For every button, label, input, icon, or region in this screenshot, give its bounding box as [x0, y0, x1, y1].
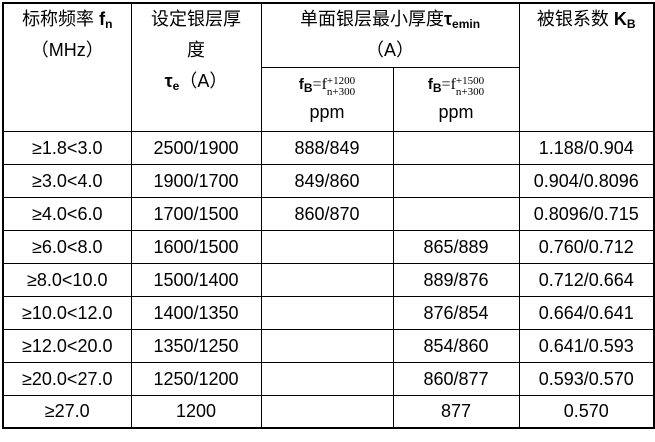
cell-min-1500 — [392, 130, 520, 165]
header-thickness-line2: 度 — [187, 40, 205, 60]
header-set-silver-thickness: 设定银层厚 度 τe（A） — [130, 2, 262, 132]
table-row: ≥6.0<8.0 1600/1500 865/889 0.760/0.712 — [2, 229, 655, 264]
cell-coefficient: 0.641/0.593 — [518, 328, 655, 363]
formula-mid: =f — [312, 75, 327, 93]
header-silver-coefficient: 被银系数 KB — [518, 2, 655, 132]
cell-min-1200 — [260, 361, 394, 396]
cell-min-1500: 877 — [392, 394, 520, 429]
cell-coefficient: 1.188/0.904 — [518, 130, 655, 165]
cell-coefficient: 0.712/0.664 — [518, 262, 655, 297]
header-min-thickness-unit: （A） — [365, 40, 414, 60]
table-row: ≥12.0<20.0 1350/1250 854/860 0.641/0.593 — [2, 328, 655, 363]
cell-min-1200 — [260, 262, 394, 297]
cell-min-1200 — [260, 295, 394, 330]
cell-thickness: 1200 — [130, 394, 262, 429]
cell-thickness: 1600/1500 — [130, 229, 262, 264]
cell-frequency: ≥6.0<8.0 — [2, 229, 132, 264]
cell-frequency: ≥3.0<4.0 — [2, 163, 132, 198]
formula-mid: =f — [441, 75, 456, 93]
cell-frequency: ≥1.8<3.0 — [2, 130, 132, 165]
cell-thickness: 2500/1900 — [130, 130, 262, 165]
cell-thickness: 1500/1400 — [130, 262, 262, 297]
header-thickness-line1: 设定银层厚 — [151, 9, 241, 29]
cell-min-1500: 865/889 — [392, 229, 520, 264]
header-thickness-symbol-line: τe（A） — [132, 66, 260, 97]
cell-min-1500 — [392, 196, 520, 231]
header-min-silver-thickness: 单面银层最小厚度τemin （A） — [260, 2, 520, 68]
cell-frequency: ≥27.0 — [2, 394, 132, 429]
cell-min-1200: 849/860 — [260, 163, 394, 198]
table-row: ≥8.0<10.0 1500/1400 889/876 0.712/0.664 — [2, 262, 655, 297]
header-row-2: fB=f +1200 n+300 ppm fB=f +1500 n+300 ppm — [3, 66, 654, 132]
header-thickness-unit: （A） — [179, 71, 228, 91]
header-formula-1500ppm: fB=f +1500 n+300 ppm — [392, 66, 520, 132]
cell-coefficient: 0.664/0.641 — [518, 295, 655, 330]
formula-1500-unit: ppm — [438, 101, 474, 122]
cell-coefficient: 0.8096/0.715 — [518, 196, 655, 231]
header-nominal-frequency-title: 标称频率 fn — [4, 4, 130, 35]
header-nominal-frequency-unit: （MHz） — [30, 40, 104, 60]
cell-min-1500 — [392, 163, 520, 198]
cell-coefficient: 0.760/0.712 — [518, 229, 655, 264]
cell-min-1500: 889/876 — [392, 262, 520, 297]
header-formula-1200ppm: fB=f +1200 n+300 ppm — [260, 66, 394, 132]
cell-frequency: ≥12.0<20.0 — [2, 328, 132, 363]
cell-thickness: 1700/1500 — [130, 196, 262, 231]
cell-min-1200: 888/849 — [260, 130, 394, 165]
cell-frequency: ≥20.0<27.0 — [2, 361, 132, 396]
table-row: ≥1.8<3.0 2500/1900 888/849 1.188/0.904 — [2, 130, 655, 165]
cell-thickness: 1250/1200 — [130, 361, 262, 396]
cell-coefficient: 0.593/0.570 — [518, 361, 655, 396]
thickness-symbol: τe — [164, 71, 180, 93]
table-row: ≥20.0<27.0 1250/1200 860/877 0.593/0.570 — [2, 361, 655, 396]
cell-thickness: 1900/1700 — [130, 163, 262, 198]
cell-coefficient: 0.570 — [518, 394, 655, 429]
cell-thickness: 1350/1250 — [130, 328, 262, 363]
silver-plating-parameters-table: 标称频率 fn （MHz） 设定银层厚 度 τe（A） 单面银层最小厚度τemi… — [2, 2, 655, 429]
cell-min-1200 — [260, 328, 394, 363]
cell-frequency: ≥4.0<6.0 — [2, 196, 132, 231]
formula-1200: fB=f +1200 n+300 — [262, 73, 392, 98]
header-freq-text: 标称频率 — [22, 9, 100, 29]
formula-lhs: fB — [298, 75, 313, 95]
header-nominal-frequency: 标称频率 fn （MHz） — [2, 2, 132, 132]
table-row: ≥10.0<12.0 1400/1350 876/854 0.664/0.641 — [2, 295, 655, 330]
formula-1200-unit: ppm — [309, 101, 345, 122]
table-row: ≥4.0<6.0 1700/1500 860/870 0.8096/0.715 — [2, 196, 655, 231]
cell-frequency: ≥10.0<12.0 — [2, 295, 132, 330]
cell-thickness: 1400/1350 — [130, 295, 262, 330]
freq-symbol: fn — [99, 9, 113, 31]
header-coefficient-title: 被银系数 KB — [536, 9, 636, 31]
formula-tolerance-stack: +1500 n+300 — [455, 74, 485, 98]
formula-tolerance-stack: +1200 n+300 — [326, 74, 356, 98]
table-row: ≥3.0<4.0 1900/1700 849/860 0.904/0.8096 — [2, 163, 655, 198]
cell-frequency: ≥8.0<10.0 — [2, 262, 132, 297]
header-row-1: 标称频率 fn （MHz） 设定银层厚 度 τe（A） 单面银层最小厚度τemi… — [2, 2, 655, 132]
coefficient-symbol: KB — [613, 9, 636, 31]
cell-min-1200: 860/870 — [260, 196, 394, 231]
formula-1500: fB=f +1500 n+300 — [394, 73, 518, 98]
cell-coefficient: 0.904/0.8096 — [518, 163, 655, 198]
table-row: ≥27.0 1200 877 0.570 — [2, 394, 655, 429]
header-min-thickness-title: 单面银层最小厚度τemin — [299, 9, 481, 31]
cell-min-1500: 854/860 — [392, 328, 520, 363]
min-thickness-symbol: τemin — [443, 9, 481, 31]
cell-min-1500: 860/877 — [392, 361, 520, 396]
cell-min-1500: 876/854 — [392, 295, 520, 330]
cell-min-1200 — [260, 394, 394, 429]
formula-lhs: fB — [427, 75, 442, 95]
cell-min-1200 — [260, 229, 394, 264]
